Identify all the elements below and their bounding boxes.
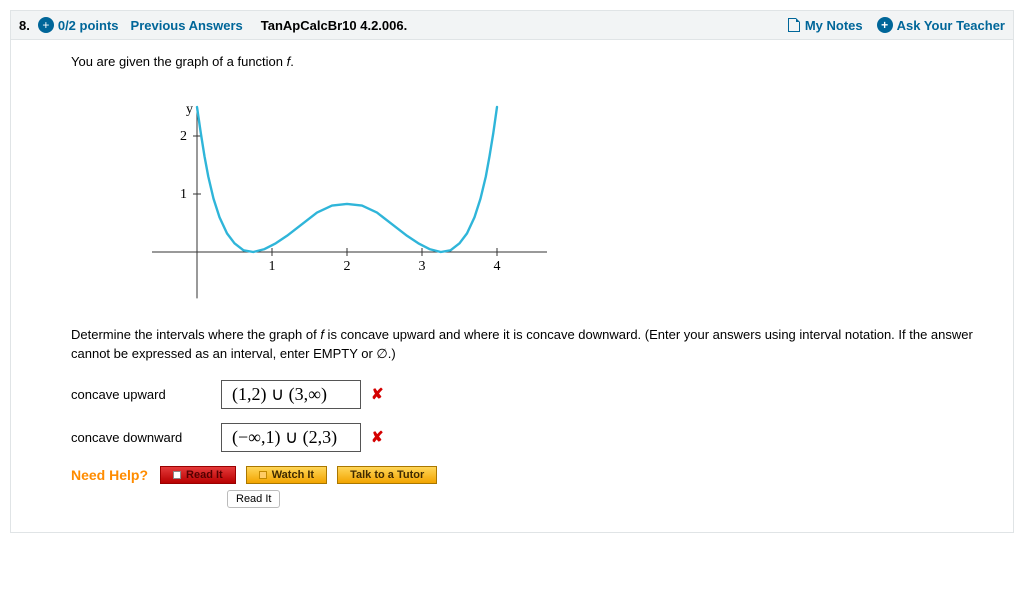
question-body: You are given the graph of a function f.… (10, 40, 1014, 533)
my-notes-label: My Notes (805, 18, 863, 33)
tutor-label: Talk to a Tutor (350, 469, 424, 481)
square-icon (173, 471, 181, 479)
svg-text:1: 1 (269, 259, 276, 274)
ask-teacher-link[interactable]: + Ask Your Teacher (877, 17, 1005, 33)
question-text: Determine the intervals where the graph … (71, 326, 1003, 364)
read-it-button[interactable]: Read It (160, 466, 236, 484)
talk-tutor-button[interactable]: Talk to a Tutor (337, 466, 437, 484)
question-header: 8. + 0/2 points Previous Answers TanApCa… (10, 10, 1014, 40)
svg-text:y: y (186, 102, 193, 117)
concave-downward-label: concave downward (71, 430, 221, 445)
svg-text:3: 3 (419, 259, 426, 274)
concave-upward-label: concave upward (71, 387, 221, 402)
answer-row-downward: concave downward (−∞,1) ∪ (2,3) ✘ (71, 423, 1003, 452)
graph-area: 123412yx (137, 77, 1003, 320)
function-graph: 123412yx (137, 77, 547, 317)
question-container: 8. + 0/2 points Previous Answers TanApCa… (10, 10, 1014, 533)
notes-icon (788, 18, 800, 32)
wrong-icon: ✘ (371, 428, 384, 446)
svg-text:1: 1 (180, 187, 187, 202)
square-icon (259, 471, 267, 479)
my-notes-link[interactable]: My Notes (788, 18, 863, 33)
wrong-icon: ✘ (371, 385, 384, 403)
watch-it-button[interactable]: Watch It (246, 466, 327, 484)
read-it-tooltip: Read It (227, 490, 280, 508)
watch-it-label: Watch It (272, 469, 314, 481)
svg-text:4: 4 (494, 259, 501, 274)
svg-text:2: 2 (180, 129, 187, 144)
need-help-label: Need Help? (71, 467, 148, 483)
question-number: 8. (19, 18, 30, 33)
assignment-id: TanApCalcBr10 4.2.006. (261, 18, 407, 33)
read-it-label: Read It (186, 469, 223, 481)
ask-teacher-label: Ask Your Teacher (897, 18, 1005, 33)
need-help-row: Need Help? Read It Watch It Talk to a Tu… (71, 466, 1003, 484)
previous-answers-link[interactable]: Previous Answers (131, 18, 243, 33)
plus-icon: + (877, 17, 893, 33)
plus-icon[interactable]: + (38, 17, 54, 33)
concave-upward-input[interactable]: (1,2) ∪ (3,∞) (221, 380, 361, 409)
points-link[interactable]: 0/2 points (58, 18, 119, 33)
concave-downward-input[interactable]: (−∞,1) ∪ (2,3) (221, 423, 361, 452)
answer-row-upward: concave upward (1,2) ∪ (3,∞) ✘ (71, 380, 1003, 409)
svg-text:2: 2 (344, 259, 351, 274)
prompt-text: You are given the graph of a function f. (71, 54, 1003, 69)
